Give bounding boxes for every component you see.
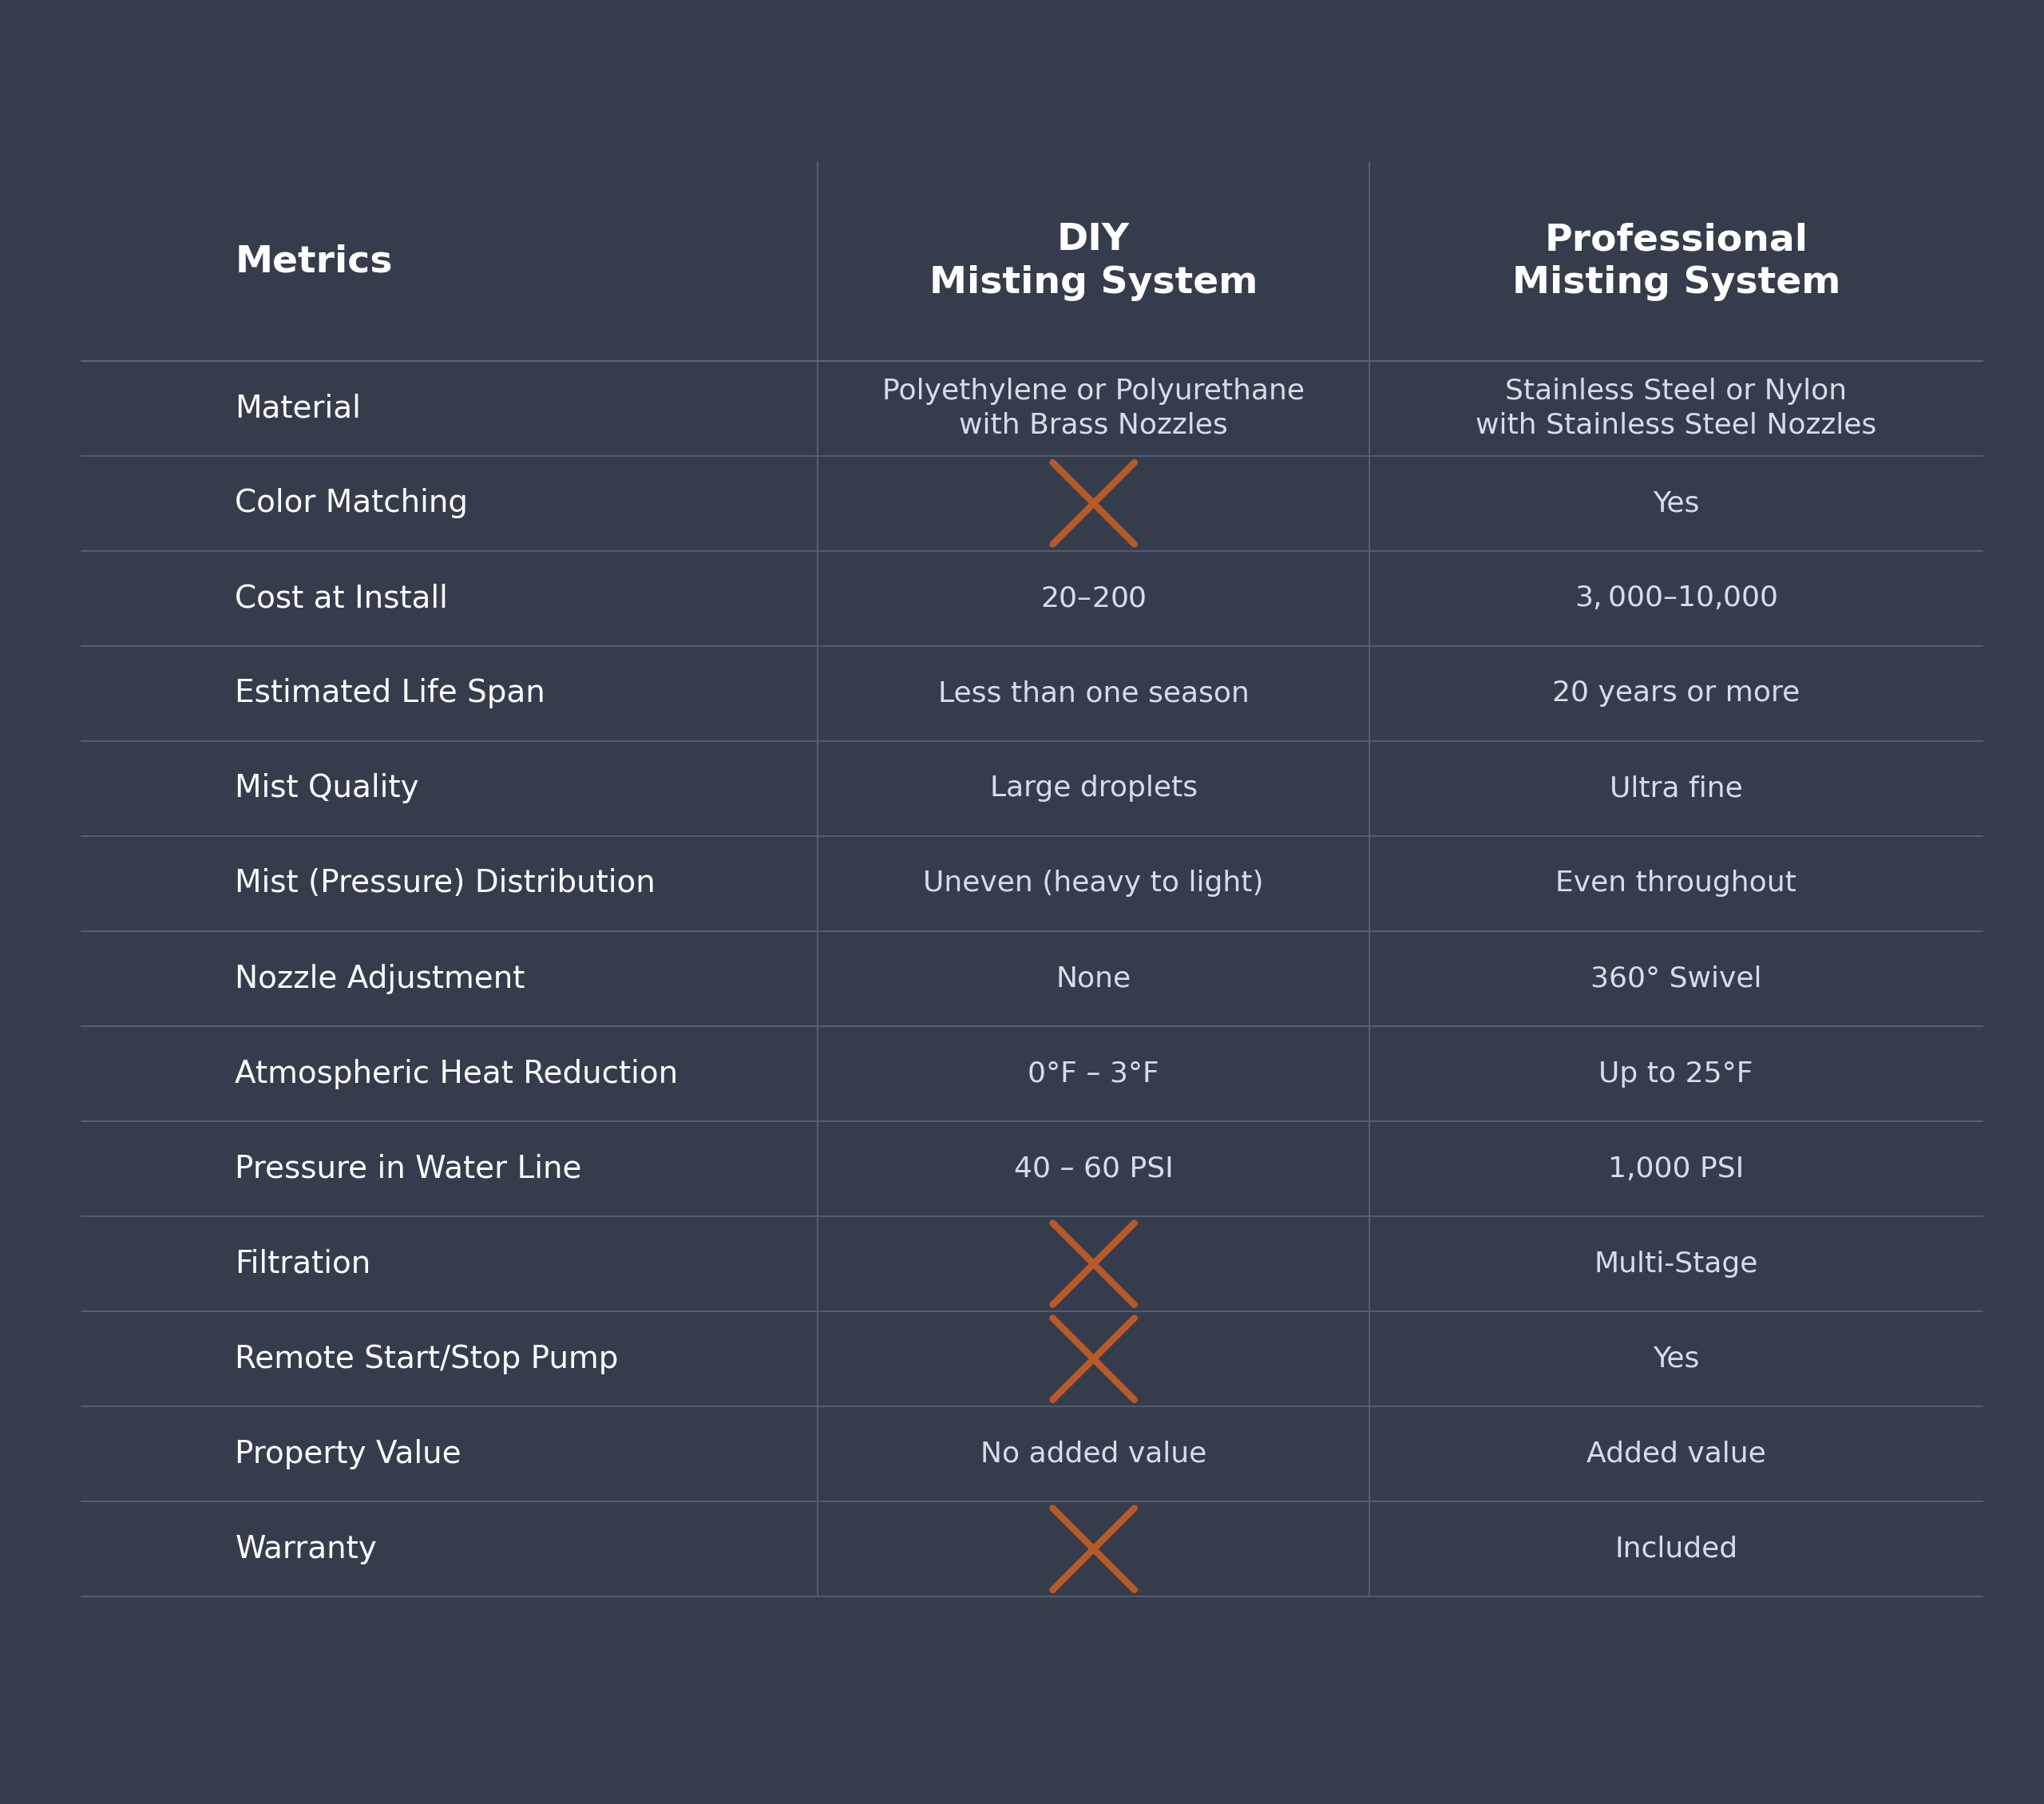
- Text: DIY
Misting System: DIY Misting System: [930, 222, 1257, 301]
- Text: Metrics: Metrics: [235, 244, 392, 280]
- Text: 20 years or more: 20 years or more: [1551, 680, 1801, 707]
- Text: Large droplets: Large droplets: [989, 776, 1198, 803]
- Text: Color Matching: Color Matching: [235, 489, 468, 518]
- Text: Professional
Misting System: Professional Misting System: [1513, 222, 1840, 301]
- Text: Multi-Stage: Multi-Stage: [1594, 1250, 1758, 1277]
- Text: Remote Start/Stop Pump: Remote Start/Stop Pump: [235, 1344, 619, 1375]
- Text: Less than one season: Less than one season: [938, 680, 1249, 707]
- Text: No added value: No added value: [981, 1440, 1206, 1467]
- Text: Added value: Added value: [1586, 1440, 1766, 1467]
- Text: Yes: Yes: [1654, 1346, 1699, 1373]
- Text: Warranty: Warranty: [235, 1533, 376, 1564]
- Text: Mist Quality: Mist Quality: [235, 774, 419, 805]
- Text: Cost at Install: Cost at Install: [235, 583, 448, 613]
- Text: 360° Swivel: 360° Swivel: [1590, 965, 1762, 992]
- Text: Filtration: Filtration: [235, 1248, 372, 1279]
- Text: None: None: [1057, 965, 1130, 992]
- Text: Yes: Yes: [1654, 491, 1699, 518]
- Text: Even throughout: Even throughout: [1555, 870, 1797, 897]
- Text: Atmospheric Heat Reduction: Atmospheric Heat Reduction: [235, 1059, 679, 1090]
- Text: Polyethylene or Polyurethane
with Brass Nozzles: Polyethylene or Polyurethane with Brass …: [883, 379, 1304, 438]
- Text: Up to 25°F: Up to 25°F: [1598, 1061, 1754, 1088]
- Text: 0°F – 3°F: 0°F – 3°F: [1028, 1061, 1159, 1088]
- Text: 40 – 60 PSI: 40 – 60 PSI: [1014, 1155, 1173, 1182]
- Text: Pressure in Water Line: Pressure in Water Line: [235, 1153, 583, 1183]
- Text: $20 – $200: $20 – $200: [1040, 584, 1147, 612]
- Text: Property Value: Property Value: [235, 1440, 462, 1468]
- Text: $3,000 – $10,000: $3,000 – $10,000: [1574, 584, 1778, 612]
- Text: Uneven (heavy to light): Uneven (heavy to light): [924, 870, 1263, 897]
- Text: Nozzle Adjustment: Nozzle Adjustment: [235, 963, 525, 994]
- Text: Ultra fine: Ultra fine: [1609, 776, 1744, 803]
- Text: Mist (Pressure) Distribution: Mist (Pressure) Distribution: [235, 868, 656, 898]
- Text: Estimated Life Span: Estimated Life Span: [235, 678, 546, 709]
- Text: Included: Included: [1615, 1535, 1737, 1562]
- Text: Material: Material: [235, 393, 362, 424]
- Text: 1,000 PSI: 1,000 PSI: [1609, 1155, 1744, 1182]
- Text: Stainless Steel or Nylon
with Stainless Steel Nozzles: Stainless Steel or Nylon with Stainless …: [1476, 379, 1876, 438]
